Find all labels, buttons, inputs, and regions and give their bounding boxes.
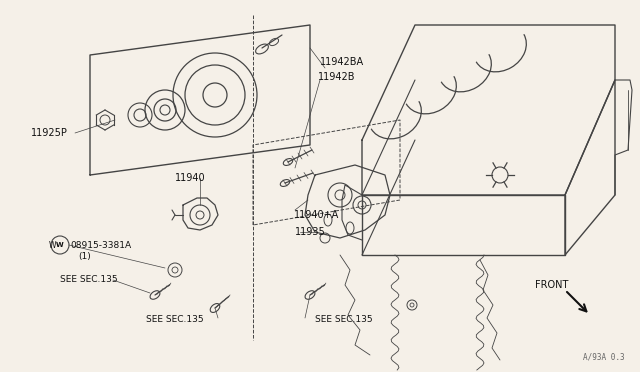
Text: 11925P: 11925P	[31, 128, 68, 138]
Text: SEE SEC.135: SEE SEC.135	[146, 315, 204, 324]
Text: SEE SEC.135: SEE SEC.135	[60, 276, 118, 285]
Text: A/93A 0.3: A/93A 0.3	[584, 353, 625, 362]
Text: 08915-3381A: 08915-3381A	[70, 241, 131, 250]
Text: W: W	[56, 242, 64, 248]
Text: 11942BA: 11942BA	[320, 57, 364, 67]
Text: 11935: 11935	[295, 227, 326, 237]
Text: W: W	[48, 241, 56, 250]
Text: 11940+A: 11940+A	[294, 210, 339, 220]
Text: SEE SEC.135: SEE SEC.135	[315, 315, 372, 324]
Text: (1): (1)	[78, 253, 91, 262]
Text: FRONT: FRONT	[535, 280, 569, 290]
Text: 11942B: 11942B	[318, 72, 355, 82]
Text: 11940: 11940	[175, 173, 205, 183]
